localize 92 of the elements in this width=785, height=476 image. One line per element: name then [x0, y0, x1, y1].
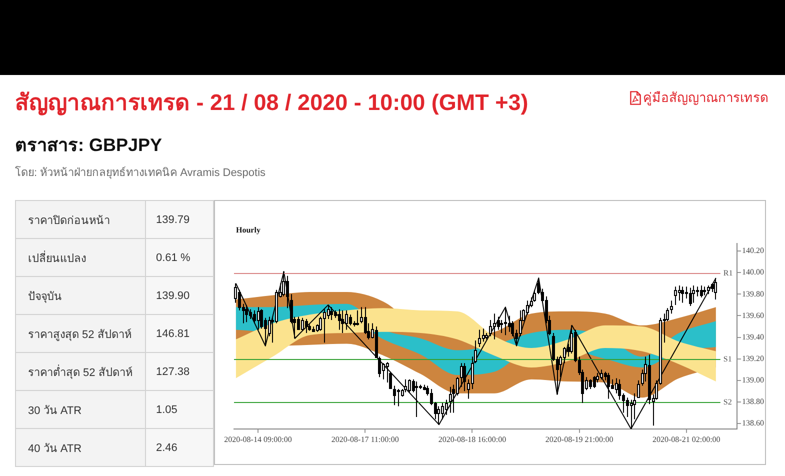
- candlestick: [493, 313, 496, 340]
- candlestick: [260, 308, 263, 330]
- candlestick: [678, 285, 681, 302]
- candlestick: [349, 314, 352, 326]
- candlestick: [327, 304, 330, 320]
- candlestick: [589, 378, 592, 390]
- text: โดย: หัวหน้าฝ่ายกลยุทธ์ทางเทคนิค Avramis Despotis: [15, 165, 266, 181]
- candlestick: [497, 316, 500, 330]
- text: สัญญาณการเทรด - 21 / 08 / 2020 - 10:00 (GMT +3): [15, 89, 528, 118]
- y-tick-label: 138.60: [742, 418, 764, 428]
- ref-line-label: S2: [723, 398, 732, 407]
- candlestick: [301, 317, 304, 332]
- candlestick: [338, 308, 341, 330]
- candlestick: [519, 310, 522, 337]
- candlestick: [245, 304, 248, 323]
- candlestick: [286, 275, 289, 309]
- ref-line-label: R1: [723, 268, 733, 278]
- chart-title: Hourly: [236, 226, 260, 235]
- candlestick: [689, 287, 692, 307]
- x-tick-label: 2020-08-17 11:00:00: [331, 434, 399, 444]
- x-tick-label: 2020-08-14 09:00:00: [224, 434, 292, 444]
- category-label: ราคาสูงสุด 52 สัปดาห์: [28, 328, 132, 340]
- candlestick: [305, 318, 308, 334]
- category-label: 40 วัน ATR: [28, 442, 82, 454]
- candlestick: [504, 306, 507, 336]
- y-tick-label: 139.00: [742, 375, 764, 384]
- x-tick-label: 2020-08-21 02:00:00: [652, 434, 720, 444]
- candlestick: [445, 399, 448, 416]
- x-tick-label: 2020-08-19 21:00:00: [545, 434, 614, 444]
- candlestick: [415, 380, 418, 418]
- candlestick: [692, 285, 695, 304]
- candlestick: [456, 376, 459, 396]
- candlestick: [341, 310, 344, 334]
- candlestick: [404, 378, 407, 393]
- candlestick: [356, 310, 359, 326]
- candlestick: [600, 369, 603, 380]
- candlestick: [345, 310, 348, 330]
- candlestick: [408, 378, 411, 393]
- text: คู่มือสัญญาณการเทรด: [643, 89, 768, 108]
- y-tick-label: 138.80: [742, 397, 764, 406]
- category-label: ราคาต่ำสุด 52 สัปดาห์: [28, 366, 132, 378]
- y-tick-label: 139.60: [742, 310, 764, 320]
- candlestick: [607, 372, 610, 400]
- y-tick-label: 140.20: [742, 246, 764, 256]
- candlestick: [478, 329, 481, 348]
- candlestick: [674, 286, 677, 306]
- candlestick: [670, 300, 673, 314]
- candlestick: [238, 289, 241, 311]
- category-label: 30 วัน ATR: [28, 404, 82, 416]
- candlestick: [441, 402, 444, 420]
- candlestick: [449, 386, 452, 414]
- y-tick-label: 139.80: [742, 289, 764, 298]
- candlestick: [563, 346, 566, 364]
- candlestick: [618, 378, 621, 400]
- candlestick: [397, 388, 400, 407]
- y-tick-label: 140.00: [742, 268, 764, 277]
- candlestick: [681, 286, 684, 304]
- y-tick-label: 139.40: [742, 332, 764, 342]
- candlestick: [393, 385, 396, 406]
- candlestick: [249, 308, 252, 320]
- candlestick: [257, 306, 260, 330]
- candlestick: [508, 315, 511, 332]
- text: 1.05: [156, 404, 178, 416]
- y-tick-label: 139.20: [742, 354, 764, 363]
- candlestick: [460, 362, 463, 388]
- text: 139.90: [156, 290, 190, 302]
- text: 139.79: [156, 214, 190, 226]
- candlestick: [297, 316, 300, 330]
- candlestick: [437, 406, 440, 426]
- candlestick: [253, 310, 256, 324]
- candlestick: [319, 316, 322, 332]
- category-label: ราคาปิดก่อนหน้า: [28, 214, 110, 226]
- ref-line-label: S1: [723, 354, 732, 364]
- text: 146.81: [156, 328, 190, 340]
- text: ตราสาร: GBPJPY: [15, 134, 162, 157]
- category-label: เปลี่ยนแปลง: [28, 252, 86, 264]
- candlestick: [463, 362, 466, 392]
- text: 0.61 %: [156, 252, 190, 264]
- candlestick: [637, 380, 640, 398]
- category-label: ปัจจุบัน: [28, 290, 62, 302]
- text: 2.46: [156, 442, 178, 454]
- candlestick: [696, 286, 699, 297]
- candlestick: [489, 320, 492, 337]
- candlestick: [626, 397, 629, 418]
- candlestick: [593, 376, 596, 388]
- text: 127.38: [156, 366, 190, 378]
- candlestick: [482, 328, 485, 342]
- candlestick: [323, 308, 326, 344]
- x-tick-label: 2020-08-18 16:00:00: [438, 434, 506, 444]
- candlestick: [330, 306, 333, 321]
- candlestick: [700, 285, 703, 298]
- candlestick: [500, 320, 503, 334]
